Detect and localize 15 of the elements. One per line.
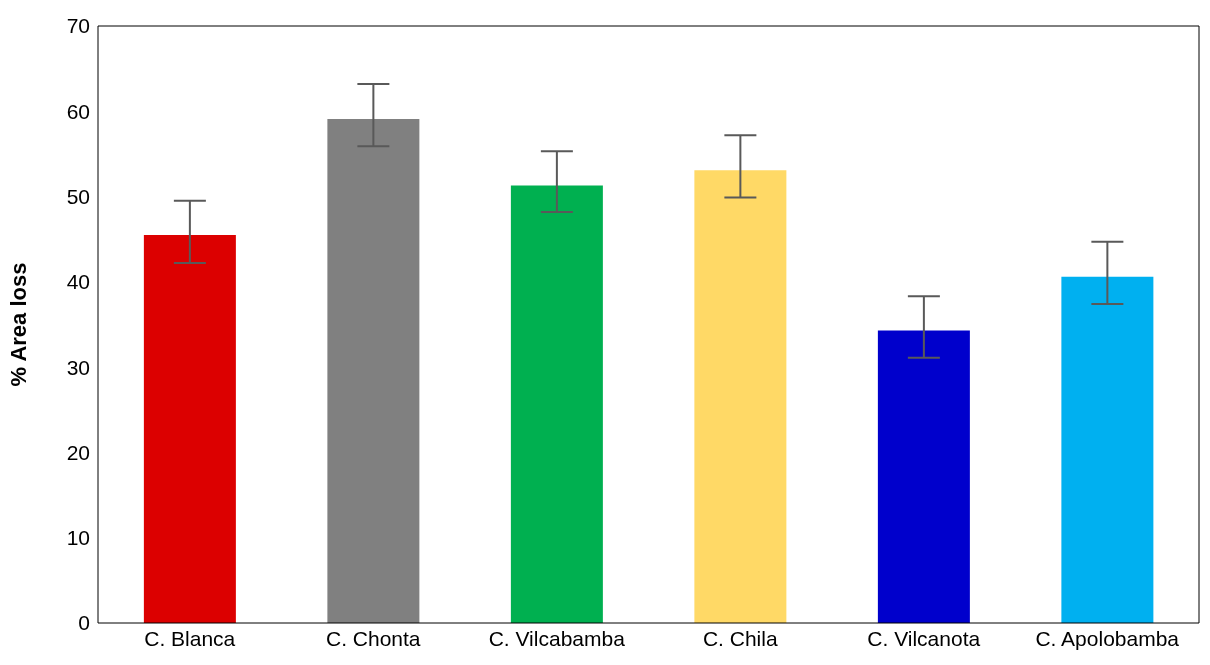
x-tick-label: C. Chonta	[325, 626, 421, 650]
x-tick-label: C. Vilcabamba	[488, 626, 626, 650]
y-tick-label: 70	[66, 14, 90, 38]
y-tick-label: 10	[66, 526, 90, 550]
y-tick-label: 20	[66, 440, 90, 464]
y-tick-label: 0	[78, 611, 90, 635]
y-axis-title: % Area loss	[5, 262, 31, 387]
y-tick-label: 40	[66, 270, 90, 294]
y-tick-label: 60	[66, 99, 90, 123]
x-tick-label: C. Apolobamba	[1035, 626, 1180, 650]
y-tick-label: 50	[66, 185, 90, 209]
y-tick-label: 30	[66, 355, 90, 379]
x-tick-label: C. Chila	[702, 626, 778, 650]
x-tick-label: C. Blanca	[144, 626, 236, 650]
x-tick-label: C. Vilcanota	[867, 626, 981, 650]
